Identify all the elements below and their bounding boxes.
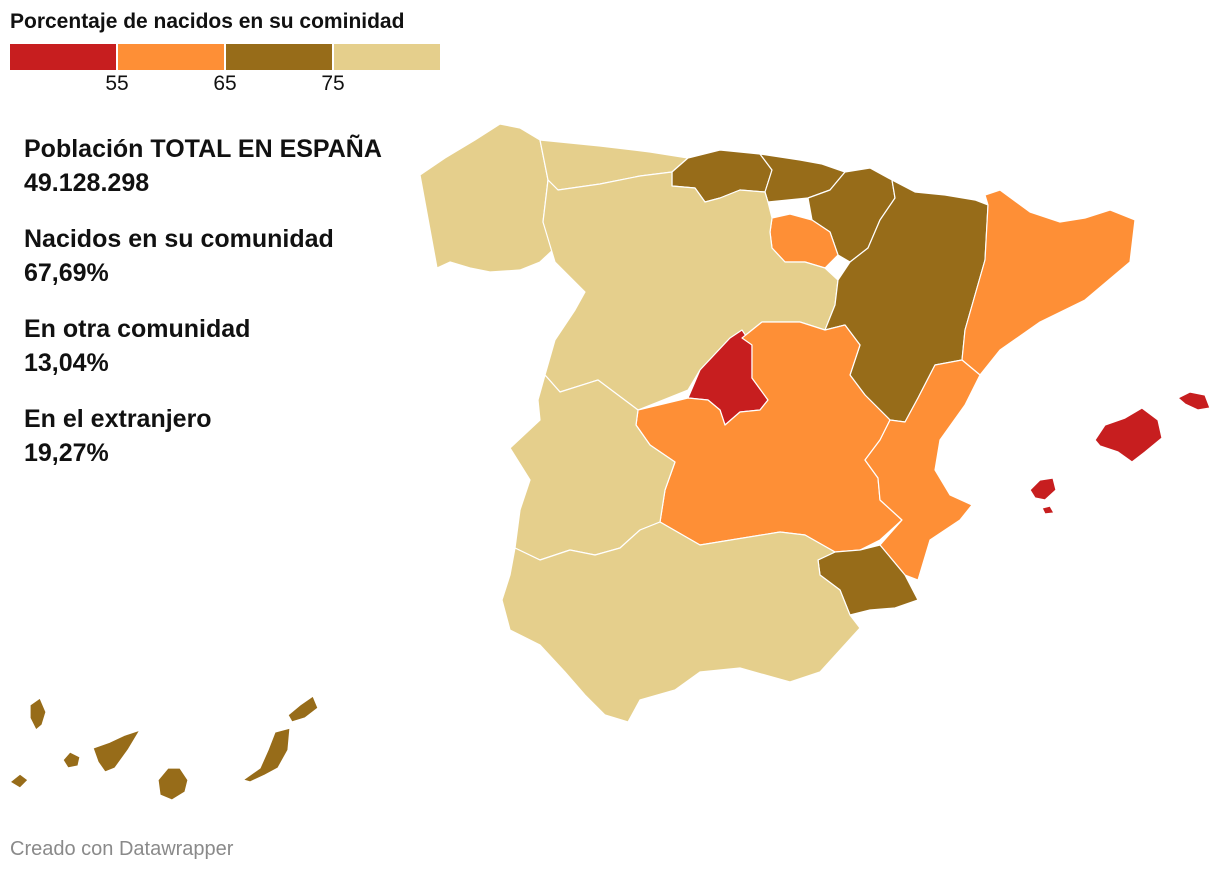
legend-swatch-lowest <box>10 44 116 70</box>
region-lanzarote[interactable] <box>287 695 319 723</box>
stat-label: En el extranjero <box>24 405 212 433</box>
region-gran-canaria[interactable] <box>157 767 189 801</box>
legend-tick-75: 75 <box>321 72 345 95</box>
stat-abroad: En el extranjero 19,27% <box>24 402 382 470</box>
region-andalucia[interactable] <box>501 521 861 723</box>
legend-swatch-high <box>334 44 440 70</box>
region-tenerife[interactable] <box>92 729 141 773</box>
region-galicia[interactable] <box>419 123 556 273</box>
stat-total-population: Población TOTAL EN ESPAÑA 49.128.298 <box>24 132 382 200</box>
legend-tick-55: 55 <box>105 72 129 95</box>
region-menorca[interactable] <box>1177 391 1211 411</box>
summary-stats: Población TOTAL EN ESPAÑA 49.128.298 Nac… <box>24 132 382 492</box>
region-la-gomera[interactable] <box>62 751 81 769</box>
region-fuerteventura[interactable] <box>242 727 291 783</box>
region-cataluna[interactable] <box>961 189 1136 376</box>
stat-label: En otra comunidad <box>24 315 251 343</box>
stat-other-community: En otra comunidad 13,04% <box>24 312 382 380</box>
region-la-palma[interactable] <box>29 697 47 731</box>
legend-tick-65: 65 <box>213 72 237 95</box>
color-legend: Porcentaje de nacidos en su cominidad 55… <box>10 8 442 98</box>
region-formentera[interactable] <box>1041 505 1055 515</box>
stat-value: 67,69% <box>24 259 109 287</box>
legend-ticks: 55 65 75 <box>10 70 442 98</box>
legend-swatch-low <box>118 44 224 70</box>
legend-title: Porcentaje de nacidos en su cominidad <box>10 10 405 33</box>
legend-swatch-mid <box>226 44 332 70</box>
stat-label: Nacidos en su comunidad <box>24 225 334 253</box>
stat-value: 13,04% <box>24 349 109 377</box>
legend-color-bar <box>10 44 442 70</box>
stat-label: Población TOTAL EN ESPAÑA <box>24 135 382 163</box>
region-el-hierro[interactable] <box>9 773 29 789</box>
stat-born-in-community: Nacidos en su comunidad 67,69% <box>24 222 382 290</box>
region-mallorca[interactable] <box>1094 407 1163 463</box>
stat-value: 19,27% <box>24 439 109 467</box>
stat-value: 49.128.298 <box>24 169 150 197</box>
region-ibiza[interactable] <box>1029 477 1057 501</box>
attribution-footer: Creado con Datawrapper <box>10 838 234 860</box>
region-comunidad-valenciana[interactable] <box>864 359 981 581</box>
